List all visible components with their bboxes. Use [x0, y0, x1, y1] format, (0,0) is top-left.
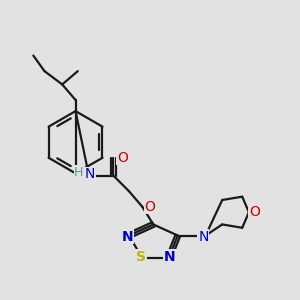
Text: S: S	[136, 250, 146, 264]
Text: H: H	[74, 166, 84, 179]
Text: O: O	[249, 205, 260, 219]
Text: N: N	[164, 250, 176, 264]
Text: N: N	[122, 230, 134, 244]
Text: N: N	[198, 230, 208, 244]
Text: O: O	[145, 200, 155, 214]
Text: O: O	[117, 151, 128, 165]
Text: N: N	[85, 167, 95, 182]
